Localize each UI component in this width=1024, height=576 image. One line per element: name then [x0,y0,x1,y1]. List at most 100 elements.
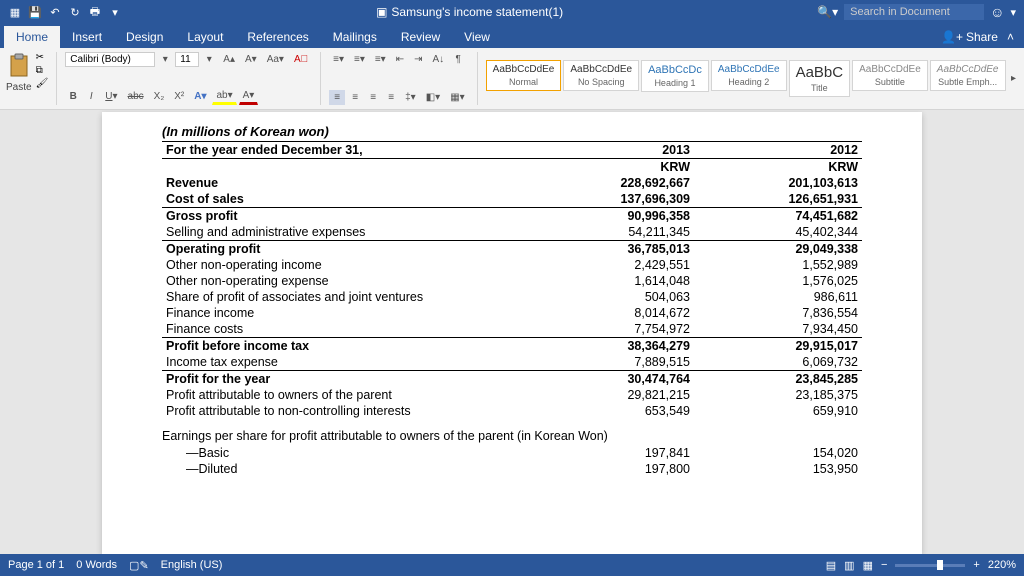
style-no-spacing[interactable]: AaBbCcDdEeNo Spacing [563,60,639,91]
format-painter-icon[interactable]: 🖌 [36,78,49,89]
share-button[interactable]: 👤+ Share ˄ [931,26,1024,48]
align-right-button[interactable]: ≡ [365,90,381,105]
highlight-button[interactable]: ab▾ [212,88,236,105]
table-row: Finance costs7,754,9727,934,450 [162,321,862,338]
repeat-icon[interactable]: ↻ [68,5,82,19]
bullets-button[interactable]: ≡▾ [329,52,348,67]
table-row: Operating profit36,785,01329,049,338 [162,241,862,258]
text-effects-button[interactable]: A▾ [190,89,210,104]
style-subtitle[interactable]: AaBbCcDdEeSubtitle [852,60,928,91]
word-count[interactable]: 0 Words [76,559,117,571]
quick-access-toolbar: ▦ 💾 ↶ ↻ 🖶 ▾ [8,5,122,19]
bold-button[interactable]: B [65,89,81,104]
language-indicator[interactable]: English (US) [161,559,223,571]
tab-home[interactable]: Home [4,26,60,48]
paragraph-group: ≡▾ ≡▾ ≡▾ ⇤ ⇥ A↓ ¶ ≡ ≡ ≡ ≡ ‡▾ ◧▾ ▦▾ [329,52,478,105]
style-normal[interactable]: AaBbCcDdEeNormal [486,60,562,91]
tab-layout[interactable]: Layout [175,26,235,48]
page: (In millions of Korean won) For the year… [102,112,922,554]
qat-more-icon[interactable]: ▾ [108,5,122,19]
table-row: Profit attributable to non-controlling i… [162,403,862,419]
justify-button[interactable]: ≡ [383,90,399,105]
tab-mailings[interactable]: Mailings [321,26,389,48]
superscript-button[interactable]: X² [170,89,188,104]
font-group: ▾ ▾ A▴ A▾ Aa▾ A⃠ B I U▾ abc X₂ X² A▾ ab▾… [65,52,321,105]
eps-header: Earnings per share for profit attributab… [162,429,862,443]
shading-button[interactable]: ◧▾ [422,90,444,105]
print-layout-icon[interactable]: ▥ [844,559,854,572]
style-heading-1[interactable]: AaBbCcDcHeading 1 [641,60,709,92]
undo-icon[interactable]: ↶ [48,5,62,19]
subscript-button[interactable]: X₂ [150,89,169,104]
increase-indent-button[interactable]: ⇥ [410,52,426,67]
table-row: Revenue228,692,667201,103,613 [162,175,862,191]
sort-button[interactable]: A↓ [428,52,448,67]
shrink-font-button[interactable]: A▾ [241,52,261,67]
search-input[interactable] [844,4,984,20]
table-row: Income tax expense7,889,5156,069,732 [162,354,862,371]
align-center-button[interactable]: ≡ [347,90,363,105]
paste-icon [7,52,31,80]
zoom-level[interactable]: 220% [988,559,1016,571]
zoom-in-icon[interactable]: + [973,559,979,571]
col-header: For the year ended December 31, [162,142,526,159]
font-size-dropdown-icon[interactable]: ▾ [201,52,217,67]
save-icon[interactable]: 💾 [28,5,42,19]
change-case-button[interactable]: Aa▾ [263,52,288,67]
font-name-select[interactable] [65,52,155,67]
table-row: Profit attributable to owners of the par… [162,387,862,403]
tab-view[interactable]: View [452,26,502,48]
collapse-ribbon-icon[interactable]: ˄ [1007,30,1014,44]
italic-button[interactable]: I [83,89,99,104]
tab-insert[interactable]: Insert [60,26,114,48]
copy-icon[interactable]: ⧉ [36,65,49,76]
page-indicator[interactable]: Page 1 of 1 [8,559,64,571]
web-layout-icon[interactable]: ▦ [863,559,873,572]
line-spacing-button[interactable]: ‡▾ [401,90,420,105]
font-size-select[interactable] [175,52,199,67]
document-area[interactable]: (In millions of Korean won) For the year… [0,110,1024,554]
share-label: Share [966,30,998,44]
table-header-row: For the year ended December 31, 2013 201… [162,142,862,159]
font-name-dropdown-icon[interactable]: ▾ [157,52,173,67]
zoom-slider[interactable] [895,564,965,567]
feedback-dropdown-icon[interactable]: ▾ [1010,6,1016,19]
spellcheck-icon[interactable]: ▢✎ [129,559,149,572]
zoom-out-icon[interactable]: − [881,559,887,571]
paste-button[interactable]: Paste [6,52,32,105]
tab-references[interactable]: References [235,26,320,48]
table-row: Selling and administrative expenses54,21… [162,224,862,241]
table-row: Profit for the year30,474,76423,845,285 [162,371,862,388]
print-icon[interactable]: 🖶 [88,5,102,19]
cut-icon[interactable]: ✂ [36,52,49,63]
clear-formatting-button[interactable]: A⃠ [290,52,312,67]
style-heading-2[interactable]: AaBbCcDdEeHeading 2 [711,60,787,91]
titlebar-right: 🔍▾ ☺ ▾ [817,4,1016,20]
read-mode-icon[interactable]: ▤ [826,559,836,572]
multilevel-button[interactable]: ≡▾ [371,52,390,67]
numbering-button[interactable]: ≡▾ [350,52,369,67]
show-marks-button[interactable]: ¶ [450,52,466,67]
borders-button[interactable]: ▦▾ [446,90,468,105]
paste-label: Paste [6,82,32,93]
feedback-icon[interactable]: ☺ [990,4,1004,20]
style-subtle-emph-[interactable]: AaBbCcDdEeSubtle Emph... [930,60,1006,91]
style-title[interactable]: AaBbCTitle [789,60,851,97]
align-left-button[interactable]: ≡ [329,90,345,105]
word-icon: ▣ [376,5,387,19]
search-icon: 🔍▾ [817,5,838,19]
statusbar: Page 1 of 1 0 Words ▢✎ English (US) ▤ ▥ … [0,554,1024,576]
tab-design[interactable]: Design [114,26,175,48]
styles-more-icon[interactable]: ▸ [1006,71,1022,86]
tab-review[interactable]: Review [389,26,452,48]
grow-font-button[interactable]: A▴ [219,52,239,67]
decrease-indent-button[interactable]: ⇤ [392,52,408,67]
income-statement-table: For the year ended December 31, 2013 201… [162,141,862,419]
font-color-button[interactable]: A▾ [239,88,259,105]
clipboard-side: ✂ ⧉ 🖌 [36,52,49,105]
strikethrough-button[interactable]: abc [124,89,148,104]
underline-button[interactable]: U▾ [101,89,121,104]
table-row: Gross profit90,996,35874,451,682 [162,208,862,225]
currency-1: KRW [526,159,694,176]
table-row: Finance income8,014,6727,836,554 [162,305,862,321]
